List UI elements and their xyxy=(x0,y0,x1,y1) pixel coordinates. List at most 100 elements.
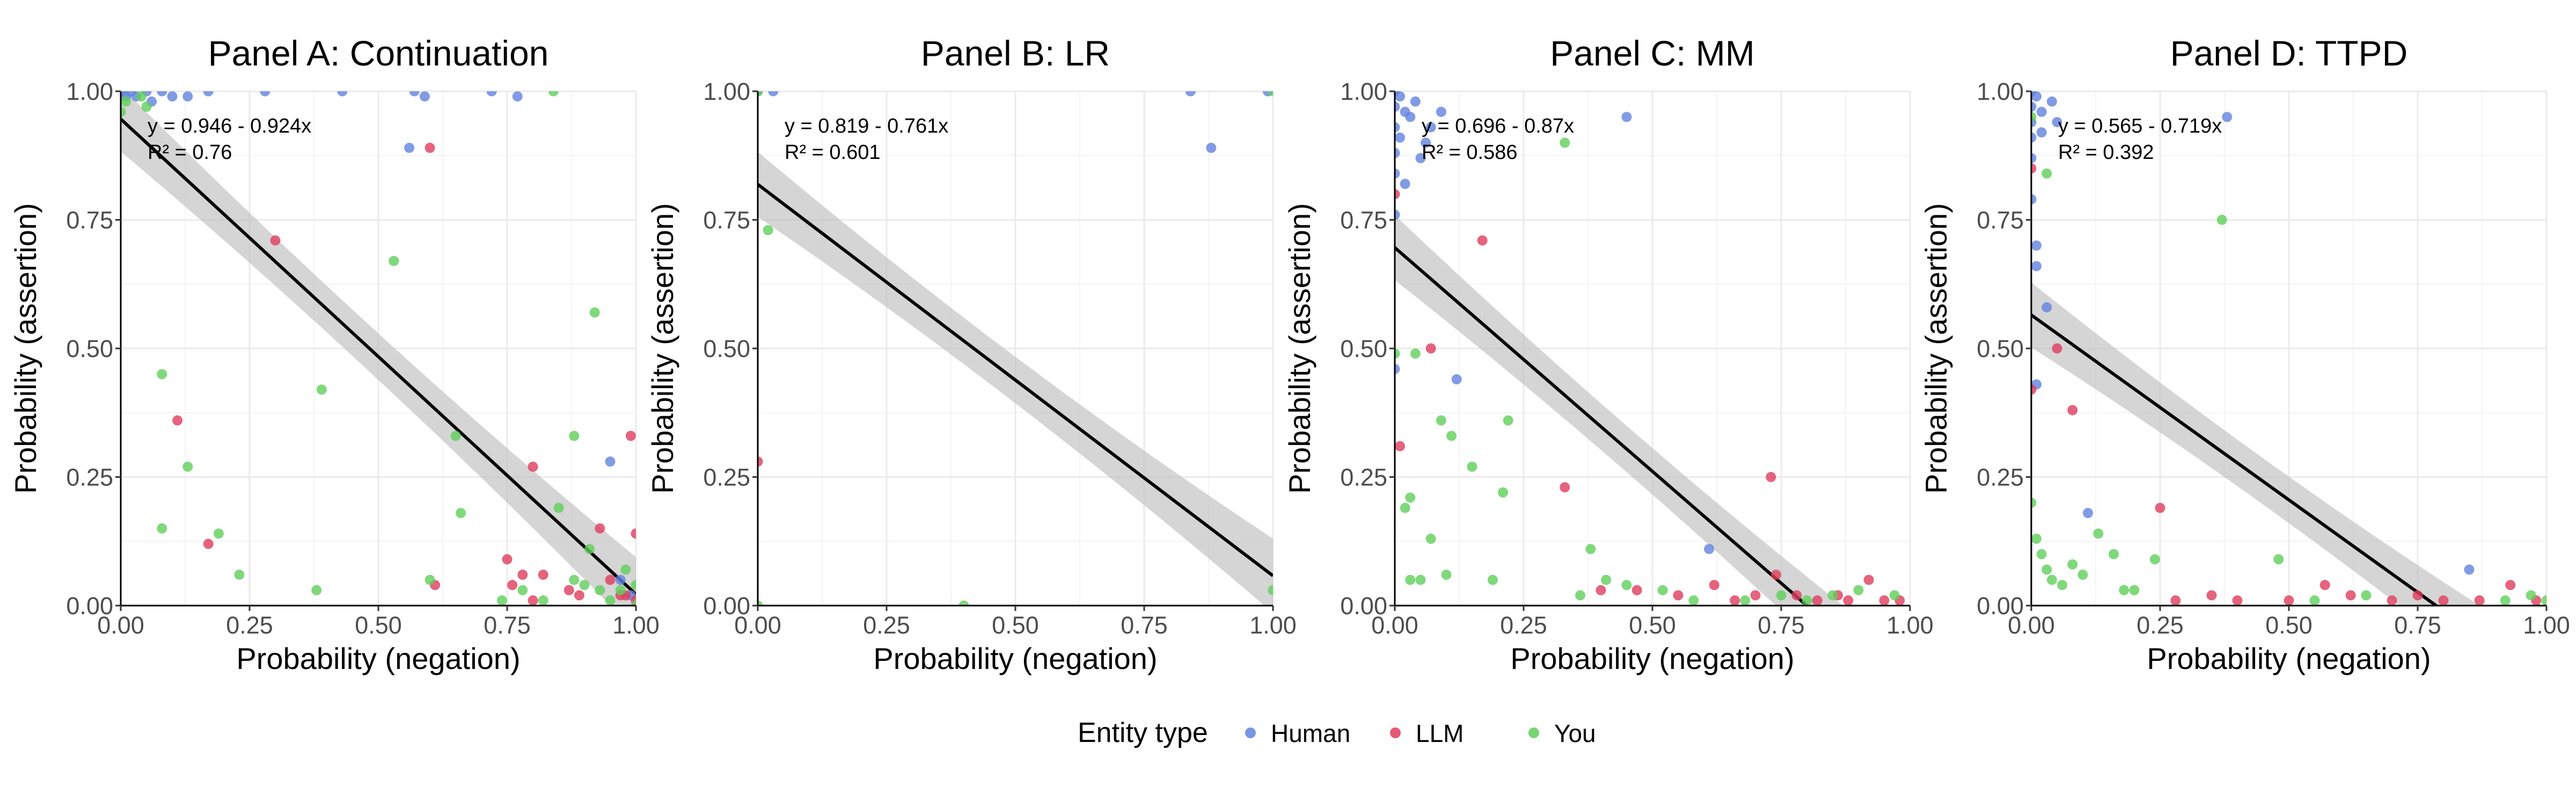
x-axis-title: Probability (negation) xyxy=(2147,642,2431,675)
panel-title: Panel C: MM xyxy=(1550,33,1754,73)
point-human xyxy=(1395,363,1400,374)
point-llm xyxy=(1425,343,1436,354)
point-you xyxy=(584,544,595,555)
legend-swatch xyxy=(1528,727,1539,738)
point-you xyxy=(579,580,590,591)
point-llm xyxy=(1843,595,1854,606)
point-human xyxy=(157,91,167,97)
point-llm xyxy=(1812,595,1823,606)
y-tick-label: 0.25 xyxy=(703,464,750,491)
point-you xyxy=(589,307,600,318)
point-you xyxy=(2129,585,2140,595)
point-llm xyxy=(2505,580,2516,591)
panel-4: 0.00 0.25 0.50 0.75 1.00 0.00 0.25 0.50 0.75 1.00… xyxy=(1919,33,2570,675)
point-human xyxy=(2036,127,2047,138)
point-llm xyxy=(595,523,605,534)
x-tick-label: 0.25 xyxy=(1500,612,1547,639)
y-tick-label: 0.50 xyxy=(1340,335,1387,362)
x-tick-label: 0.50 xyxy=(992,612,1039,639)
point-you xyxy=(2309,595,2320,606)
point-you xyxy=(496,595,507,606)
point-you xyxy=(615,585,626,595)
y-tick-label: 1.00 xyxy=(703,78,750,105)
y-tick-label: 0.75 xyxy=(703,207,750,234)
point-llm xyxy=(172,415,183,426)
point-you xyxy=(2149,554,2160,565)
point-llm xyxy=(625,431,636,441)
point-human xyxy=(260,91,270,97)
point-you xyxy=(136,91,147,102)
point-llm xyxy=(528,595,538,606)
point-llm xyxy=(1395,441,1406,452)
x-axis-title: Probability (negation) xyxy=(873,642,1157,675)
point-human xyxy=(2046,96,2057,107)
x-tick-label: 1.00 xyxy=(612,612,660,639)
point-human xyxy=(1704,544,1715,555)
y-tick-label: 0.50 xyxy=(66,335,113,362)
point-you xyxy=(569,574,580,585)
point-you xyxy=(1889,590,1900,601)
point-llm xyxy=(2052,343,2062,354)
legend-item-human: Human xyxy=(1245,719,1350,747)
point-human xyxy=(1410,96,1421,107)
point-you xyxy=(1585,544,1596,555)
point-you xyxy=(2031,533,2042,544)
point-human xyxy=(486,91,497,97)
point-you xyxy=(2109,549,2119,559)
point-human xyxy=(2083,508,2094,519)
point-llm xyxy=(2170,595,2181,606)
point-you xyxy=(1425,533,1436,544)
legend-label: Human xyxy=(1271,719,1350,747)
point-you xyxy=(2057,580,2068,591)
point-you xyxy=(1268,91,1273,97)
point-you xyxy=(157,369,167,380)
point-you xyxy=(1740,595,1751,606)
point-llm xyxy=(1730,595,1740,606)
point-you xyxy=(1657,585,1668,595)
point-llm xyxy=(270,235,281,246)
point-llm xyxy=(517,570,528,580)
point-you xyxy=(758,600,763,606)
point-you xyxy=(620,564,631,575)
point-you xyxy=(1487,574,1498,585)
point-llm xyxy=(1395,189,1400,200)
point-llm xyxy=(2474,595,2485,606)
point-you xyxy=(213,528,224,539)
point-you xyxy=(1601,574,1612,585)
point-human xyxy=(2464,564,2475,575)
point-human xyxy=(1395,132,1406,143)
y-tick-label: 0.75 xyxy=(1977,207,2024,234)
point-human xyxy=(404,142,415,153)
panel-1: 0.00 0.25 0.50 0.75 1.00 0.00 0.25 0.50 0.75 1.00… xyxy=(9,33,660,675)
point-you xyxy=(517,585,528,595)
point-llm xyxy=(502,554,513,565)
legend-item-you: You xyxy=(1528,719,1596,747)
point-you xyxy=(1441,570,1452,580)
point-you xyxy=(1467,461,1477,472)
point-you xyxy=(157,523,167,534)
point-you xyxy=(1405,574,1416,585)
point-llm xyxy=(2155,503,2165,513)
point-human xyxy=(2052,117,2062,127)
x-tick-label: 0.00 xyxy=(734,612,781,639)
point-human xyxy=(419,91,430,102)
point-you xyxy=(1827,590,1838,601)
point-you xyxy=(2541,595,2546,606)
point-human xyxy=(512,91,523,102)
y-tick-label: 0.50 xyxy=(703,335,750,362)
point-human xyxy=(167,91,178,102)
point-you xyxy=(1688,595,1699,606)
points-group xyxy=(2031,91,2546,606)
point-you xyxy=(2031,497,2037,508)
point-you xyxy=(2526,590,2536,601)
point-human xyxy=(1421,137,1431,148)
regression-line xyxy=(758,183,1273,577)
points-group xyxy=(758,91,1273,606)
point-you xyxy=(182,461,193,472)
point-you xyxy=(1268,585,1273,595)
point-human xyxy=(1395,168,1400,179)
fit-group xyxy=(1395,215,1843,606)
point-you xyxy=(2041,168,2052,179)
point-llm xyxy=(1766,472,1776,482)
